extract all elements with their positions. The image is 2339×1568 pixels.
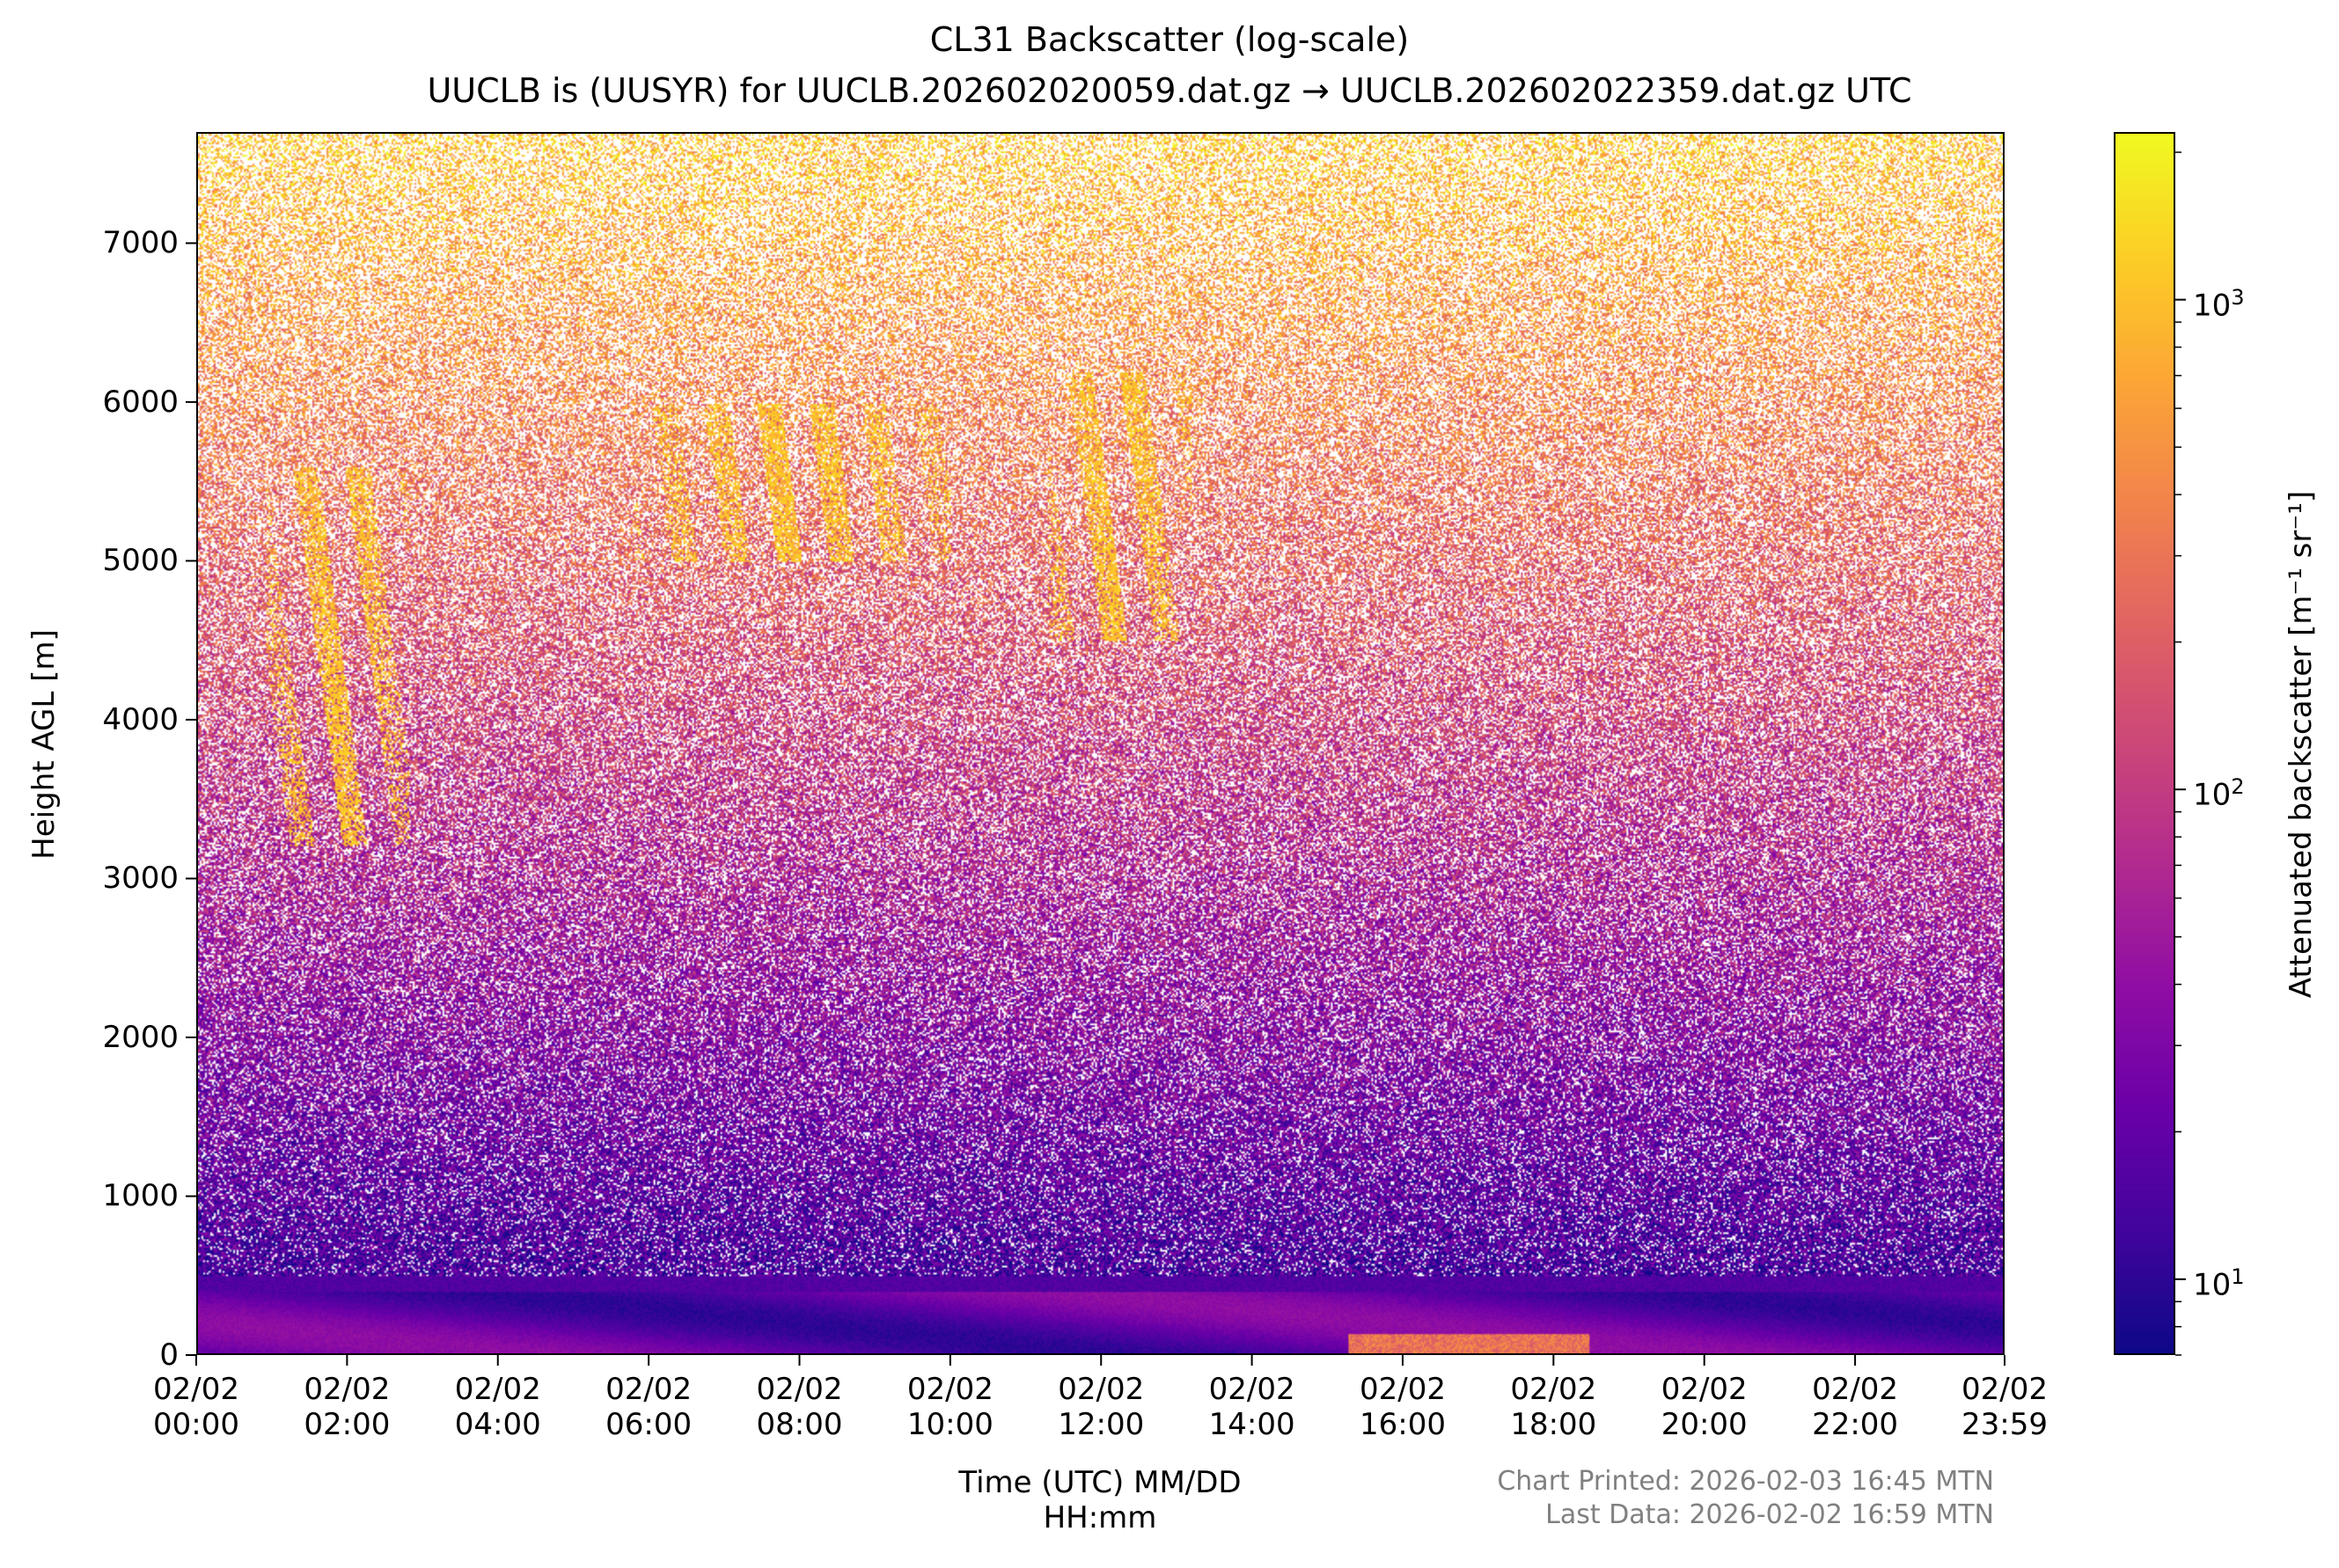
colorbar-tick-base: 10 <box>2193 777 2232 813</box>
x-tick-label-date: 02/02 <box>1961 1372 2048 1407</box>
colorbar-label: Attenuated backscatter [m⁻¹ sr⁻¹] <box>2284 490 2319 999</box>
chart-printed-note: Chart Printed: 2026-02-03 16:45 MTN <box>1497 1466 1994 1497</box>
x-tick-label-date: 02/02 <box>605 1372 693 1407</box>
y-axis-label: Height AGL [m] <box>26 629 62 860</box>
x-tick-label-date: 02/02 <box>1510 1372 1597 1407</box>
y-tick-label: 3000 <box>102 861 179 897</box>
x-tick-label-date: 02/02 <box>1208 1372 1295 1407</box>
colorbar-tick-label: 103 <box>2193 281 2245 322</box>
y-tick-label: 4000 <box>102 701 179 737</box>
x-tick-label-date: 02/02 <box>1812 1372 1899 1407</box>
backscatter-heatmap <box>196 132 2005 1355</box>
y-tick-label: 5000 <box>102 543 179 579</box>
y-tick-label: 2000 <box>102 1019 179 1055</box>
colorbar-tick-label: 101 <box>2193 1260 2245 1301</box>
colorbar-tick-exponent: 1 <box>2231 1264 2245 1289</box>
x-axis-label-line1: Time (UTC) MM/DD <box>958 1465 1242 1500</box>
x-tick-label-date: 02/02 <box>153 1372 239 1407</box>
last-data-note: Last Data: 2026-02-02 16:59 MTN <box>1545 1499 1994 1530</box>
x-tick-label-time: 06:00 <box>605 1407 693 1442</box>
colorbar-tick-label: 102 <box>2193 770 2245 811</box>
colorbar-gradient <box>2115 134 2174 1353</box>
x-tick-label-time: 22:00 <box>1812 1407 1899 1442</box>
y-tick-label: 7000 <box>102 225 179 261</box>
x-tick-label-time: 20:00 <box>1661 1407 1748 1442</box>
x-tick-label-date: 02/02 <box>906 1372 994 1407</box>
y-tick-label: 6000 <box>102 384 179 420</box>
chart-subtitle: UUCLB is (UUSYR) for UUCLB.202602020059.… <box>427 71 1912 110</box>
x-tick-label-date: 02/02 <box>304 1372 391 1407</box>
y-tick-label: 1000 <box>102 1178 179 1214</box>
chart-title: CL31 Backscatter (log-scale) <box>929 20 1410 59</box>
colorbar-tick-exponent: 3 <box>2231 284 2245 310</box>
x-tick-label-time: 02:00 <box>304 1407 391 1442</box>
x-tick-label-date: 02/02 <box>1058 1372 1145 1407</box>
x-tick-label-date: 02/02 <box>1661 1372 1748 1407</box>
colorbar-tick-exponent: 2 <box>2231 774 2245 800</box>
y-tick-label: 0 <box>159 1337 179 1373</box>
x-tick-label-time: 04:00 <box>454 1407 541 1442</box>
x-tick-label-time: 16:00 <box>1359 1407 1446 1442</box>
heatmap-canvas <box>198 134 2003 1353</box>
x-tick-label-date: 02/02 <box>1359 1372 1446 1407</box>
colorbar-tick-base: 10 <box>2193 287 2232 323</box>
x-tick-label-time: 08:00 <box>756 1407 843 1442</box>
x-tick-label-time: 00:00 <box>153 1407 239 1442</box>
x-tick-label-time: 12:00 <box>1058 1407 1145 1442</box>
x-axis-label-line2: HH:mm <box>1043 1500 1157 1535</box>
x-tick-label-time: 14:00 <box>1208 1407 1295 1442</box>
x-tick-label-time: 18:00 <box>1510 1407 1597 1442</box>
colorbar <box>2114 132 2175 1355</box>
x-tick-label-time: 23:59 <box>1961 1407 2048 1442</box>
x-tick-label-date: 02/02 <box>756 1372 843 1407</box>
x-tick-label-time: 10:00 <box>906 1407 994 1442</box>
colorbar-tick-base: 10 <box>2193 1267 2232 1303</box>
x-tick-label-date: 02/02 <box>454 1372 541 1407</box>
